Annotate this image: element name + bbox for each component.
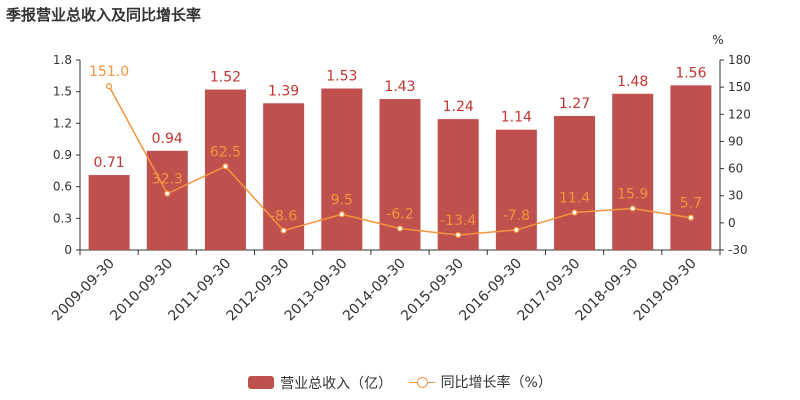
y-left-tick-label: 1.5: [53, 85, 72, 99]
growth-point: [396, 225, 404, 232]
legend: 营业总收入（亿） 同比增长率（%）: [0, 372, 800, 393]
bar: [263, 103, 305, 251]
growth-point: [513, 226, 520, 234]
y-left-tick-label: 0: [64, 243, 72, 257]
legend-bar-swatch: [248, 376, 275, 389]
bar-value-label: 1.48: [617, 74, 648, 90]
growth-point: [164, 190, 171, 197]
bar-value-label: 1.56: [675, 65, 706, 81]
y-right-tick-label: 180: [728, 53, 751, 67]
growth-point: [571, 209, 578, 216]
growth-point: [455, 231, 462, 239]
bar: [321, 88, 363, 250]
legend-label-revenue: 营业总收入（亿）: [280, 375, 393, 392]
bar: [554, 115, 596, 250]
y-right-tick-label: -30: [728, 243, 748, 257]
bar: [670, 85, 712, 250]
growth-value-label: 151.0: [89, 64, 129, 80]
bar-value-label: 1.27: [559, 96, 590, 112]
growth-point: [280, 227, 287, 234]
bar: [612, 93, 654, 251]
growth-value-label: 15.9: [617, 186, 648, 202]
bar-value-label: 1.52: [210, 70, 241, 86]
growth-point: [105, 83, 113, 90]
bar-value-label: 1.24: [443, 99, 474, 115]
growth-value-label: -7.8: [503, 208, 530, 224]
bar-value-label: 1.43: [384, 79, 415, 95]
growth-value-label: 32.3: [152, 172, 183, 188]
y-right-tick-label: 120: [728, 107, 751, 121]
x-tick-label: 2019-09-30: [631, 256, 700, 325]
y-right-tick-label: 150: [728, 80, 751, 94]
growth-point: [338, 211, 345, 218]
bar: [204, 89, 246, 250]
y-right-unit-label: %: [712, 33, 723, 47]
chart-title: 季报营业总收入及同比增长率: [6, 6, 202, 24]
growth-point: [222, 163, 229, 170]
growth-value-label: -6.2: [386, 206, 413, 222]
growth-value-label: -13.4: [440, 213, 476, 229]
growth-value-label: -8.6: [270, 209, 297, 225]
y-left-tick-label: 1.8: [53, 53, 72, 67]
y-right-tick-label: 60: [728, 162, 743, 176]
y-right-tick-label: 0: [728, 216, 736, 230]
legend-item-revenue[interactable]: 营业总收入（亿）: [248, 373, 392, 393]
growth-value-label: 9.5: [331, 192, 353, 208]
y-left-tick-label: 0.6: [53, 180, 72, 194]
y-right-tick-label: 90: [728, 134, 743, 148]
legend-label-growth: 同比增长率（%）: [440, 375, 552, 391]
bar-value-label: 1.39: [268, 83, 299, 99]
y-right-tick-label: 30: [728, 189, 743, 203]
growth-point: [687, 214, 695, 221]
bar-value-label: 1.14: [501, 110, 532, 126]
bar-value-label: 0.71: [94, 155, 125, 171]
y-left-tick-label: 0.9: [53, 148, 72, 162]
bar-value-label: 0.94: [152, 131, 183, 147]
y-left-tick-label: 1.2: [53, 116, 72, 130]
bar: [437, 119, 479, 250]
growth-value-label: 5.7: [680, 196, 702, 212]
growth-value-label: 62.5: [210, 144, 241, 160]
legend-line-swatch: [408, 375, 435, 389]
bar-value-label: 1.53: [326, 69, 357, 85]
growth-value-label: 11.4: [559, 191, 590, 207]
growth-point: [629, 205, 636, 212]
y-left-tick-label: 0.3: [53, 211, 72, 225]
bar: [88, 175, 130, 250]
legend-item-growth[interactable]: 同比增长率（%）: [408, 372, 552, 392]
